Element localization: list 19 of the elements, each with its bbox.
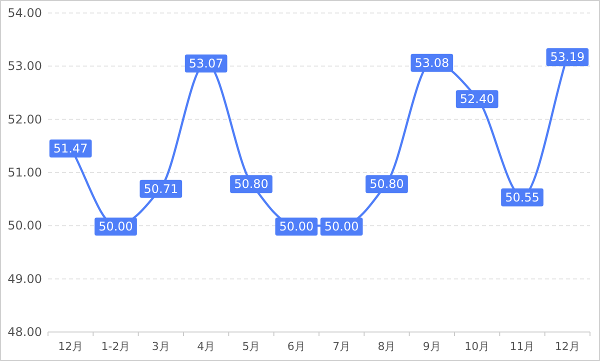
- x-tick-label: 12月: [554, 340, 580, 353]
- x-tick-label: 12月: [58, 340, 84, 353]
- x-tick-label: 6月: [287, 340, 306, 353]
- x-tick-label: 1-2月: [101, 340, 130, 353]
- x-tick-label: 5月: [242, 340, 260, 353]
- y-tick-label: 49.00: [8, 272, 42, 286]
- y-tick-label: 48.00: [8, 325, 42, 339]
- x-tick-label: 8月: [378, 340, 396, 353]
- y-tick-label: 52.00: [8, 112, 42, 126]
- x-tick-label: 3月: [152, 340, 170, 353]
- y-tick-label: 51.00: [8, 166, 42, 180]
- x-tick-label: 9月: [422, 340, 441, 353]
- x-tick-label: 10月: [464, 340, 490, 353]
- x-tick-label: 11月: [510, 340, 535, 353]
- y-tick-label: 53.00: [8, 59, 42, 74]
- x-tick-label: 7月: [332, 340, 351, 353]
- x-tick-label: 4月: [197, 340, 216, 353]
- y-tick-label: 54.00: [8, 6, 42, 20]
- y-tick-label: 50.00: [8, 218, 42, 233]
